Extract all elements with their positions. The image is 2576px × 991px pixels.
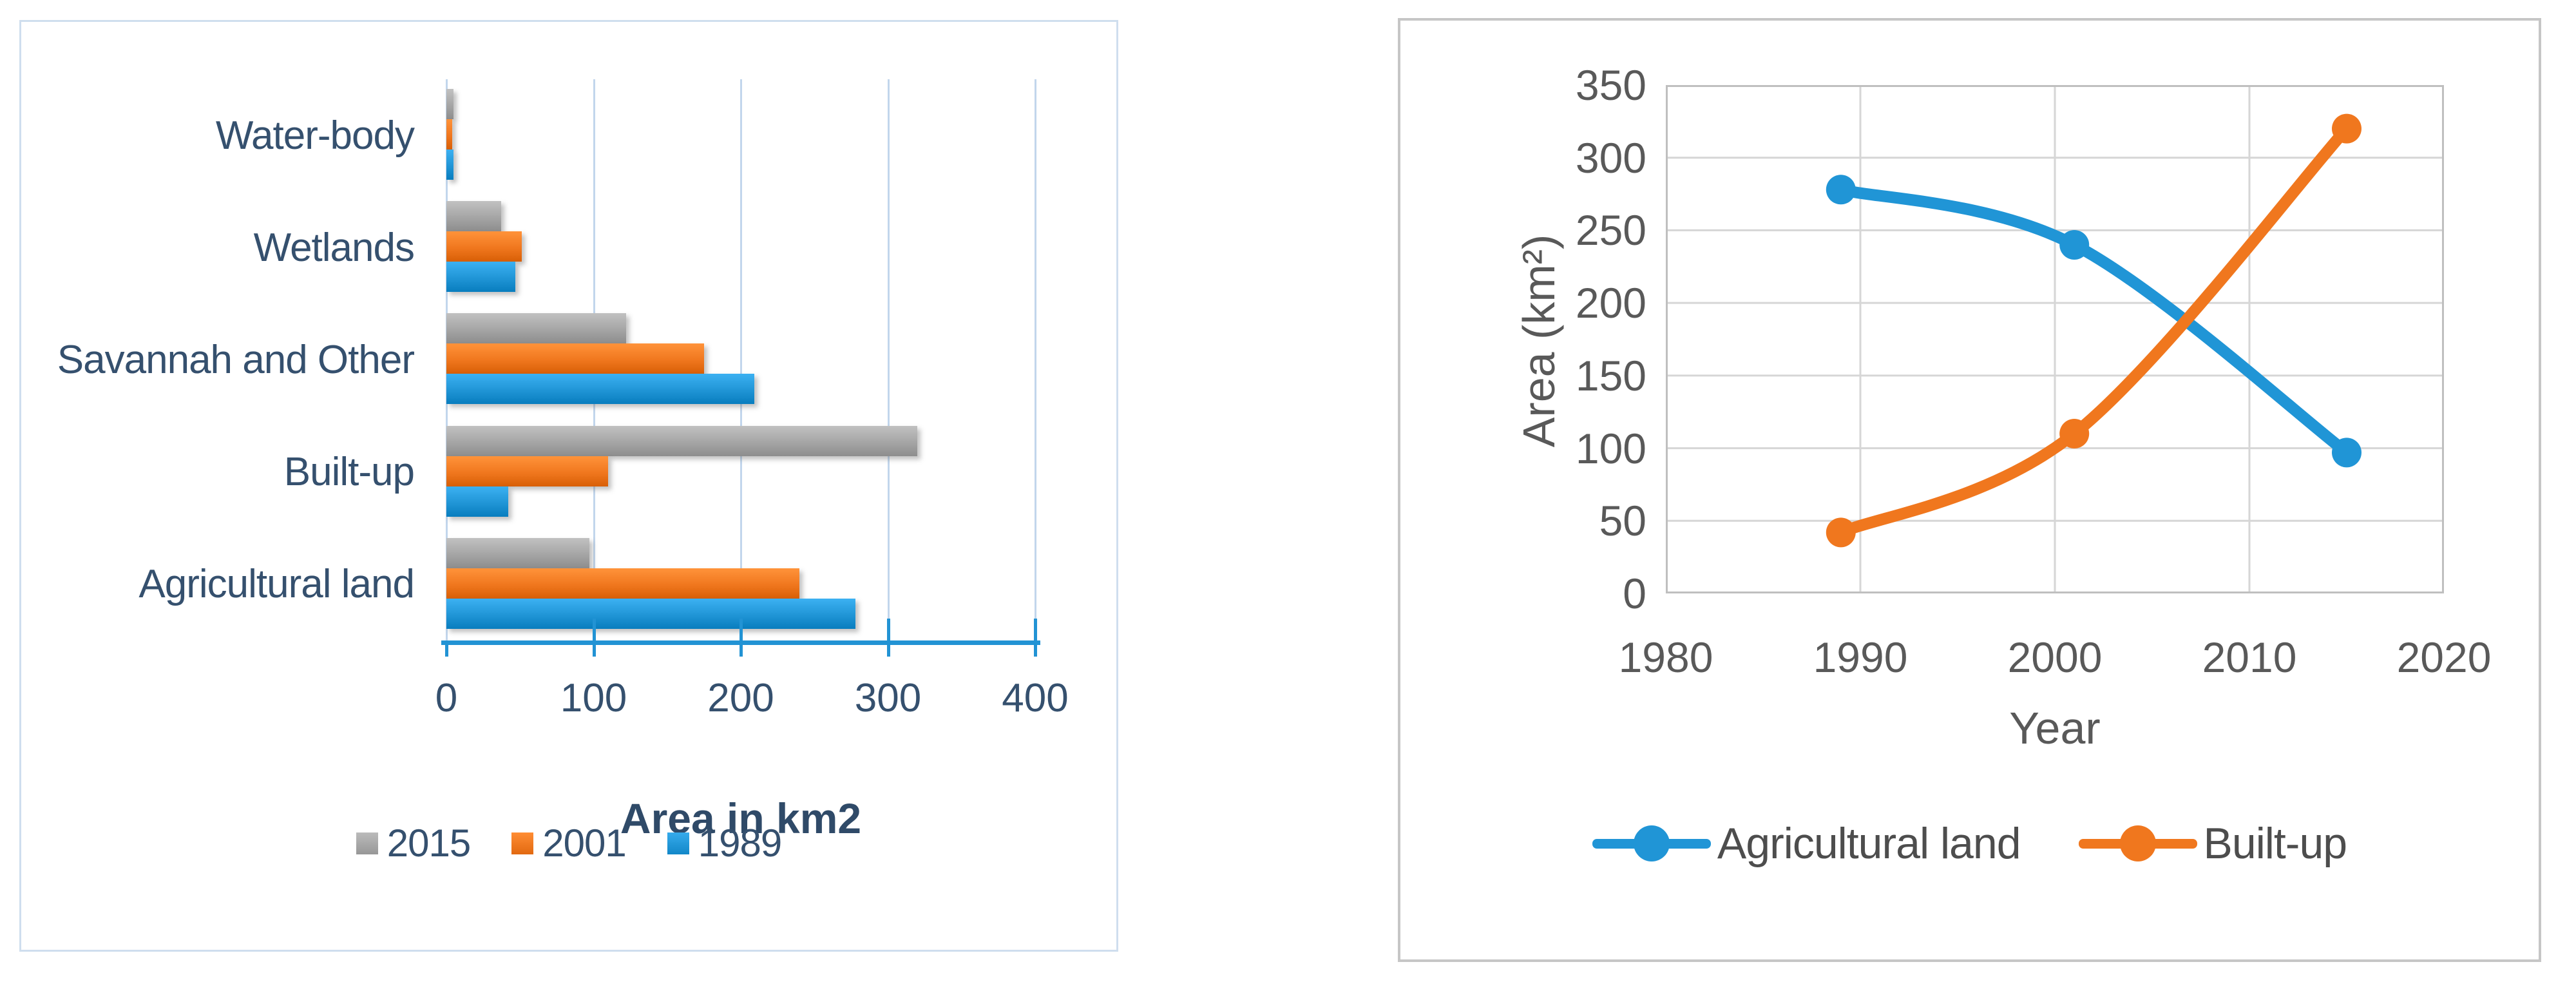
category-label-savannah-and-other: Savannah and Other xyxy=(57,337,415,382)
bar-1989-built-up xyxy=(446,486,508,517)
legend-dot xyxy=(1633,825,1670,861)
y-tick-label: 100 xyxy=(1575,424,1646,472)
axis-tick xyxy=(739,645,743,657)
value-axis-line xyxy=(441,640,1040,645)
axis-tick xyxy=(886,645,890,657)
y-tick-label: 150 xyxy=(1575,351,1646,399)
legend-label: 2015 xyxy=(386,822,471,865)
axis-tick xyxy=(1034,619,1037,640)
legend-swatch-1989 xyxy=(667,832,689,854)
gridline xyxy=(740,79,742,640)
y-tick-label: 200 xyxy=(1575,279,1646,327)
x-tick-label: 200 xyxy=(707,676,774,720)
data-point-built-up-1989 xyxy=(1826,517,1856,548)
bar-2001-wetlands xyxy=(446,231,522,262)
legend-label: Agricultural land xyxy=(1717,819,2021,868)
category-label-built-up: Built-up xyxy=(283,450,415,495)
axis-tick xyxy=(886,619,890,640)
bar-2001-savannah-and-other xyxy=(446,343,704,374)
legend-item-1989: 1989 xyxy=(667,821,782,865)
legend-line-marker xyxy=(2078,825,2197,861)
x-tick-label: 2010 xyxy=(2202,633,2297,681)
legend-swatch-2001 xyxy=(511,832,534,854)
x-tick-label: 2000 xyxy=(2007,633,2103,681)
bar-2001-water-body xyxy=(446,119,453,149)
x-tick-label: 1980 xyxy=(1618,633,1713,681)
line-chart-panel: 0 50 100 150 200 250 300 350 1980 1990 2000 2010 20… xyxy=(1398,18,2541,962)
axis-tick xyxy=(592,619,596,640)
data-point-built-up-2015 xyxy=(2332,113,2361,144)
bar-1989-agricultural-land xyxy=(446,598,856,629)
bar-1989-wetlands xyxy=(446,262,516,293)
bar-1989-water-body xyxy=(446,149,454,180)
y-tick-label: 50 xyxy=(1599,497,1646,545)
legend-dot xyxy=(2119,825,2156,861)
y-tick-label: 0 xyxy=(1623,570,1646,617)
bar-2015-built-up xyxy=(446,425,918,456)
bar-2015-savannah-and-other xyxy=(446,313,626,344)
line-chart-legend: Agricultural land Built-up xyxy=(1400,818,2539,869)
legend-item-built-up: Built-up xyxy=(2078,818,2348,869)
bar-2015-wetlands xyxy=(446,201,501,232)
bar-2001-built-up xyxy=(446,456,609,486)
bar-2015-water-body xyxy=(446,89,454,119)
line-chart-y-axis-title: Area (km²) xyxy=(1514,234,1564,448)
legend-label: Built-up xyxy=(2203,819,2348,868)
y-tick-label: 250 xyxy=(1575,206,1646,255)
legend-label: 2001 xyxy=(542,822,626,865)
x-tick-label: 0 xyxy=(435,676,458,720)
gridline xyxy=(1035,79,1036,640)
bar-1989-savannah-and-other xyxy=(446,374,754,405)
category-label-wetlands: Wetlands xyxy=(253,225,415,270)
legend-item-2015: 2015 xyxy=(356,821,471,865)
y-tick-label: 350 xyxy=(1575,61,1646,109)
gridline xyxy=(887,79,890,640)
y-tick-label: 300 xyxy=(1575,133,1646,182)
legend-item-agricultural-land: Agricultural land xyxy=(1592,818,2021,869)
line-series-built-up xyxy=(1835,122,2352,539)
x-tick-label: 300 xyxy=(854,676,922,720)
category-label-water-body: Water-body xyxy=(215,113,415,158)
bar-2015-agricultural-land xyxy=(446,537,589,568)
bar-chart-legend: 2015 2001 1989 xyxy=(21,821,1116,865)
data-point-agricultural-land-2001 xyxy=(2059,229,2090,260)
legend-label: 1989 xyxy=(698,822,782,865)
data-point-agricultural-land-1989 xyxy=(1826,175,1856,205)
x-tick-label: 2020 xyxy=(2396,633,2492,681)
plot-border xyxy=(1666,85,2444,593)
legend-line-marker xyxy=(1592,825,1711,861)
category-label-agricultural-land: Agricultural land xyxy=(138,562,415,607)
bar-chart-panel: Water-body Wetlands Savannah and Other Buil… xyxy=(19,20,1118,952)
bar-2001-agricultural-land xyxy=(446,568,800,599)
axis-tick xyxy=(739,619,743,640)
line-chart-x-axis-title: Year xyxy=(2009,703,2101,753)
x-tick-label: 400 xyxy=(1002,676,1069,720)
x-tick-label: 100 xyxy=(560,676,627,720)
data-point-built-up-2001 xyxy=(2059,419,2090,449)
bar-chart-axis-title: Area in km2 xyxy=(620,794,862,842)
data-point-agricultural-land-2015 xyxy=(2332,438,2361,468)
legend-item-2001: 2001 xyxy=(511,821,627,865)
axis-tick xyxy=(1034,645,1037,657)
axis-tick xyxy=(445,645,448,657)
x-tick-label: 1990 xyxy=(1813,633,1908,681)
axis-tick xyxy=(592,645,596,657)
line-chart-plot-area xyxy=(1666,85,2444,593)
legend-swatch-2015 xyxy=(356,832,378,854)
